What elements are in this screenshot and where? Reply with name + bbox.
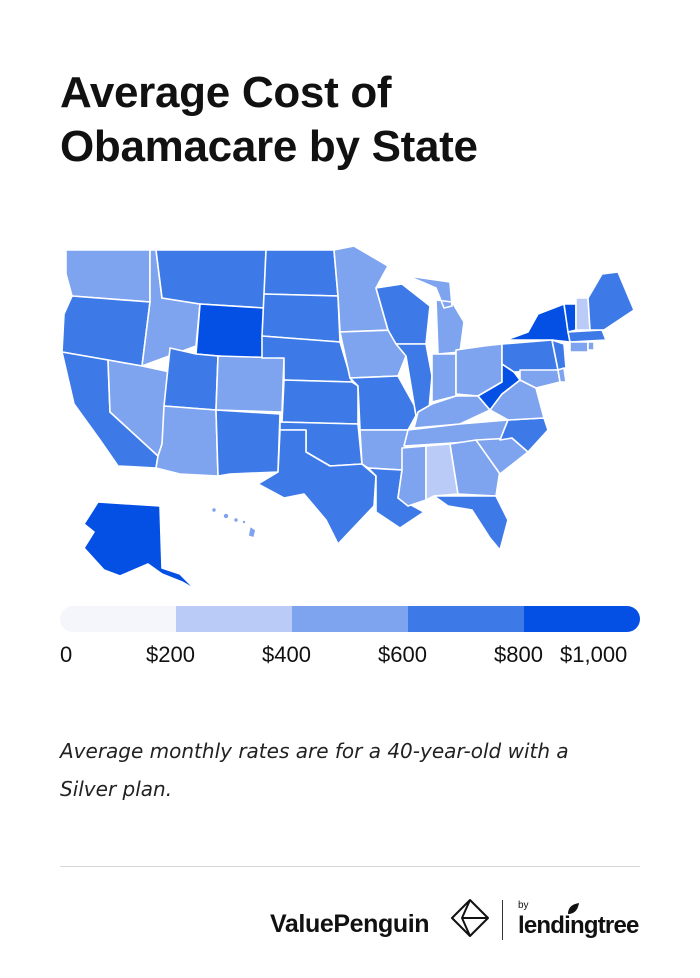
state-mississippi xyxy=(397,445,427,507)
us-choropleth-map xyxy=(58,244,648,596)
legend-label-400: $400 xyxy=(262,642,311,667)
footer-branding: ValuePenguin by lendingtree xyxy=(270,898,650,948)
legend-swatch-5 xyxy=(524,606,640,632)
title-line-2: Obamacare by State xyxy=(60,122,478,171)
legend-swatch-1 xyxy=(60,606,176,632)
state-new-york xyxy=(505,303,571,343)
state-alabama xyxy=(425,443,459,501)
state-massachusetts xyxy=(567,329,607,343)
state-north-dakota xyxy=(263,249,339,297)
state-michigan xyxy=(407,275,465,355)
state-west-virginia xyxy=(477,363,521,411)
state-maine xyxy=(587,271,635,331)
state-georgia xyxy=(449,439,501,497)
divider xyxy=(60,866,640,867)
state-iowa xyxy=(339,329,407,379)
legend-label-0: 0 xyxy=(60,642,73,667)
color-scale-legend xyxy=(60,606,640,632)
state-wyoming xyxy=(195,303,265,361)
state-pennsylvania xyxy=(501,339,559,373)
state-arizona xyxy=(155,405,219,477)
legend-label-800: $800 xyxy=(494,642,543,667)
state-texas xyxy=(257,429,377,545)
valuepenguin-logo-icon xyxy=(450,898,490,947)
state-washington xyxy=(65,249,151,303)
by-label: by xyxy=(518,900,529,911)
state-south-dakota xyxy=(261,293,341,343)
legend-labels: 0 $200 $400 $600 $800 $1,000 xyxy=(60,642,640,672)
legend-label-1000: $1,000 xyxy=(560,642,628,667)
state-maryland xyxy=(519,369,561,389)
state-florida xyxy=(433,495,509,551)
state-alaska xyxy=(83,501,197,591)
state-rhode-island xyxy=(587,341,595,351)
legend-label-600: $600 xyxy=(378,642,427,667)
state-new-mexico xyxy=(215,409,281,477)
state-colorado xyxy=(215,355,285,413)
lendingtree-leaf-icon xyxy=(566,902,580,921)
state-connecticut xyxy=(569,341,589,353)
state-hawaii xyxy=(210,506,257,539)
footer-separator xyxy=(502,900,503,940)
state-kansas xyxy=(281,379,359,425)
legend-label-200: $200 xyxy=(146,642,195,667)
legend-swatch-2 xyxy=(176,606,292,632)
state-arkansas xyxy=(359,429,409,471)
valuepenguin-wordmark: ValuePenguin xyxy=(270,910,430,938)
state-delaware xyxy=(557,367,567,383)
state-new-jersey xyxy=(551,339,567,371)
state-montana xyxy=(155,249,267,309)
footnote: Average monthly rates are for a 40-year-… xyxy=(60,739,569,801)
state-missouri xyxy=(349,375,419,431)
state-indiana xyxy=(431,353,457,403)
page-title: Average Cost of Obamacare by State xyxy=(60,66,660,174)
legend-swatch-3 xyxy=(292,606,408,632)
legend-swatch-4 xyxy=(408,606,524,632)
state-utah xyxy=(163,347,219,411)
title-line-1: Average Cost of xyxy=(60,68,392,117)
lendingtree-wordmark: lendingtree xyxy=(518,912,639,939)
